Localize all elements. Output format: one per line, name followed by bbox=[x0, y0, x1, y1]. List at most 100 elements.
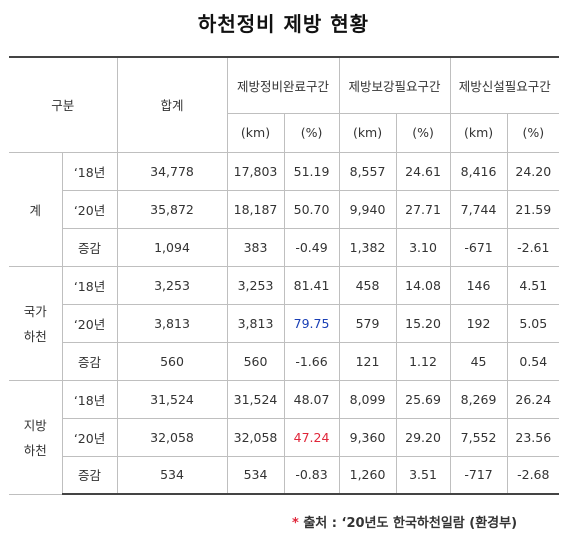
header-unit-km: (km) bbox=[226, 112, 285, 153]
header-total: 합계 bbox=[116, 56, 228, 153]
header-unit-km: (km) bbox=[338, 112, 397, 153]
cell-new-pct: 5.05 bbox=[506, 303, 560, 343]
cell-completed-pct: 51.19 bbox=[283, 151, 340, 191]
cell-total: 3,813 bbox=[116, 303, 228, 343]
cell-completed-km: 17,803 bbox=[226, 151, 285, 191]
cell-reinforce-km: 1,382 bbox=[338, 227, 397, 267]
cell-reinforce-km: 8,557 bbox=[338, 151, 397, 191]
cell-new-km: 146 bbox=[449, 265, 508, 305]
cell-completed-pct: 81.41 bbox=[283, 265, 340, 305]
cell-reinforce-km: 579 bbox=[338, 303, 397, 343]
table-row: 증감 1,094 383 -0.49 1,382 3.10 -671 -2.61 bbox=[9, 227, 560, 267]
cell-reinforce-km: 121 bbox=[338, 341, 397, 381]
header-unit-km: (km) bbox=[449, 112, 508, 153]
cell-reinforce-km: 9,360 bbox=[338, 417, 397, 457]
cell-new-km: -717 bbox=[449, 455, 508, 495]
cell-reinforce-pct: 3.51 bbox=[395, 455, 451, 495]
table-row: 국가 하천 ‘18년 3,253 3,253 81.41 458 14.08 1… bbox=[9, 265, 560, 381]
cell-new-pct: 24.20 bbox=[506, 151, 560, 191]
cell-new-km: 8,416 bbox=[449, 151, 508, 191]
cell-new-km: 192 bbox=[449, 303, 508, 343]
table-row: 계 ‘18년 34,778 17,803 51.19 8,557 24.61 8… bbox=[9, 151, 560, 267]
cell-new-pct: 4.51 bbox=[506, 265, 560, 305]
cell-completed-pct: 50.70 bbox=[283, 189, 340, 229]
header-unit-pct: (%) bbox=[506, 112, 560, 153]
header-unit-pct: (%) bbox=[395, 112, 451, 153]
cell-reinforce-pct: 14.08 bbox=[395, 265, 451, 305]
source-star: * bbox=[292, 516, 299, 531]
cell-completed-pct: -1.66 bbox=[283, 341, 340, 381]
cell-new-pct: 0.54 bbox=[506, 341, 560, 381]
row-label: ‘20년 bbox=[61, 303, 118, 343]
cell-reinforce-pct: 24.61 bbox=[395, 151, 451, 191]
group-label-local-river: 지방 하천 bbox=[9, 379, 63, 495]
cell-total: 1,094 bbox=[116, 227, 228, 267]
cell-completed-km: 32,058 bbox=[226, 417, 285, 457]
header-group-new: 제방신설필요구간 bbox=[449, 56, 560, 114]
source-note: * 출처 : ‘20년도 한국하천일람 (환경부) bbox=[292, 512, 517, 531]
cell-completed-km: 560 bbox=[226, 341, 285, 381]
cell-reinforce-km: 1,260 bbox=[338, 455, 397, 495]
cell-completed-pct: 48.07 bbox=[283, 379, 340, 419]
cell-reinforce-pct: 15.20 bbox=[395, 303, 451, 343]
cell-new-km: 7,552 bbox=[449, 417, 508, 457]
cell-new-km: 7,744 bbox=[449, 189, 508, 229]
cell-reinforce-pct: 3.10 bbox=[395, 227, 451, 267]
cell-total: 35,872 bbox=[116, 189, 228, 229]
table-row: 증감 560 560 -1.66 121 1.12 45 0.54 bbox=[9, 341, 560, 381]
cell-total: 534 bbox=[116, 455, 228, 495]
cell-completed-pct: -0.49 bbox=[283, 227, 340, 267]
source-text: 출처 : ‘20년도 한국하천일람 (환경부) bbox=[303, 516, 518, 531]
cell-new-pct: 21.59 bbox=[506, 189, 560, 229]
cell-completed-km: 3,253 bbox=[226, 265, 285, 305]
cell-reinforce-pct: 29.20 bbox=[395, 417, 451, 457]
cell-total: 3,253 bbox=[116, 265, 228, 305]
cell-new-pct: 26.24 bbox=[506, 379, 560, 419]
row-label: ‘18년 bbox=[61, 379, 118, 419]
cell-reinforce-pct: 25.69 bbox=[395, 379, 451, 419]
cell-completed-pct-highlight: 79.75 bbox=[283, 303, 340, 343]
levee-status-table: 구분 합계 제방정비완료구간 제방보강필요구간 제방신설필요구간 (km) (%… bbox=[9, 56, 560, 495]
header-group-reinforce: 제방보강필요구간 bbox=[338, 56, 451, 114]
row-label: ‘18년 bbox=[61, 151, 118, 191]
cell-total: 34,778 bbox=[116, 151, 228, 191]
row-label: ‘20년 bbox=[61, 417, 118, 457]
cell-reinforce-km: 8,099 bbox=[338, 379, 397, 419]
cell-total: 31,524 bbox=[116, 379, 228, 419]
row-label: ‘18년 bbox=[61, 265, 118, 305]
table-row: ‘20년 35,872 18,187 50.70 9,940 27.71 7,7… bbox=[9, 189, 560, 229]
cell-reinforce-pct: 1.12 bbox=[395, 341, 451, 381]
row-label: 증감 bbox=[61, 341, 118, 381]
group-label-national-river: 국가 하천 bbox=[9, 265, 63, 381]
cell-completed-pct: -0.83 bbox=[283, 455, 340, 495]
cell-new-pct: 23.56 bbox=[506, 417, 560, 457]
table-row: 지방 하천 ‘18년 31,524 31,524 48.07 8,099 25.… bbox=[9, 379, 560, 495]
cell-new-km: 8,269 bbox=[449, 379, 508, 419]
table-row: ‘20년 3,813 3,813 79.75 579 15.20 192 5.0… bbox=[9, 303, 560, 343]
cell-reinforce-pct: 27.71 bbox=[395, 189, 451, 229]
table-row: ‘20년 32,058 32,058 47.24 9,360 29.20 7,5… bbox=[9, 417, 560, 457]
cell-new-pct: -2.68 bbox=[506, 455, 560, 495]
header-group-completed: 제방정비완료구간 bbox=[226, 56, 340, 114]
cell-completed-km: 383 bbox=[226, 227, 285, 267]
cell-reinforce-km: 458 bbox=[338, 265, 397, 305]
cell-reinforce-km: 9,940 bbox=[338, 189, 397, 229]
cell-completed-km: 3,813 bbox=[226, 303, 285, 343]
cell-new-pct: -2.61 bbox=[506, 227, 560, 267]
cell-completed-km: 18,187 bbox=[226, 189, 285, 229]
header-unit-pct: (%) bbox=[283, 112, 340, 153]
cell-completed-km: 534 bbox=[226, 455, 285, 495]
cell-total: 560 bbox=[116, 341, 228, 381]
page-title: 하천정비 제방 현황 bbox=[197, 12, 370, 36]
table-row: 증감 534 534 -0.83 1,260 3.51 -717 -2.68 bbox=[9, 455, 560, 495]
cell-completed-km: 31,524 bbox=[226, 379, 285, 419]
cell-total: 32,058 bbox=[116, 417, 228, 457]
row-label: 증감 bbox=[61, 455, 118, 495]
cell-new-km: 45 bbox=[449, 341, 508, 381]
cell-completed-pct-highlight: 47.24 bbox=[283, 417, 340, 457]
row-label: 증감 bbox=[61, 227, 118, 267]
header-division: 구분 bbox=[9, 56, 118, 153]
row-label: ‘20년 bbox=[61, 189, 118, 229]
cell-new-km: -671 bbox=[449, 227, 508, 267]
group-label-total: 계 bbox=[9, 151, 63, 267]
